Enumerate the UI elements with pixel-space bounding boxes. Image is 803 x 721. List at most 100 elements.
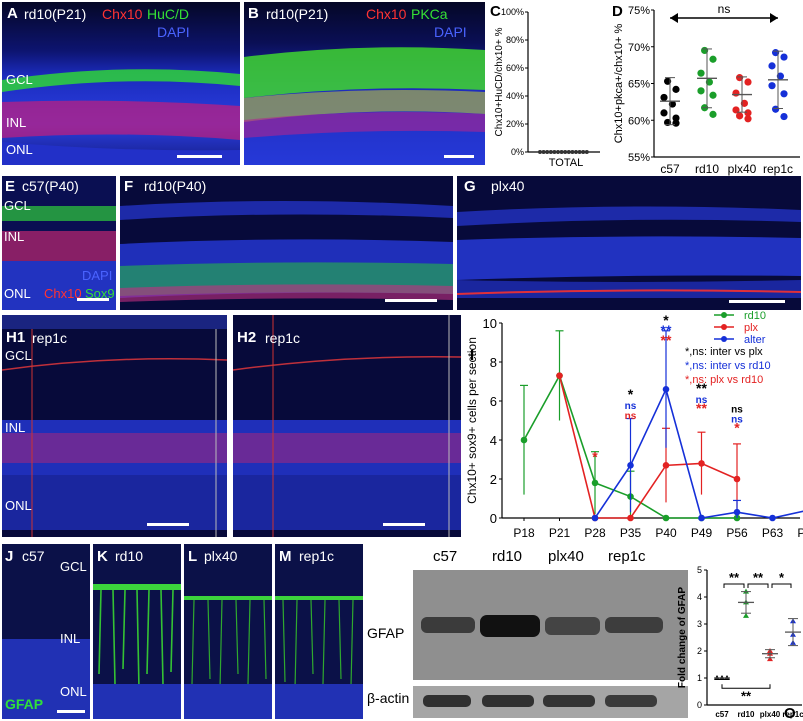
d-point-plx40 — [732, 89, 740, 97]
i-x-tick-label: P70 — [797, 526, 803, 540]
o-bracket — [771, 583, 792, 588]
c-point — [584, 150, 589, 154]
panel-b-stain-blue: DAPI — [434, 24, 467, 40]
layer-onl-e: ONL — [4, 286, 31, 301]
layer-gcl-a: GCL — [6, 72, 33, 87]
i-sig-P56: ns — [731, 405, 743, 416]
panel-h1-title: rep1c — [32, 330, 68, 346]
panel-m-title: rep1c — [299, 548, 335, 564]
i-point-alter — [662, 386, 670, 393]
i-sig-P40: ** — [661, 322, 672, 338]
d-point-rep1c — [780, 90, 788, 98]
layer-gcl-e: GCL — [4, 198, 31, 213]
layer-gcl-j: GCL — [60, 559, 87, 574]
i-legend-label: rd10 — [744, 310, 766, 322]
d-y-tick-label: 65% — [628, 79, 650, 91]
i-x-tick-label: P56 — [726, 526, 748, 540]
i-sig-P40: ** — [661, 332, 672, 348]
i-x-tick-label: P21 — [549, 526, 571, 540]
d-point-c57 — [664, 77, 672, 85]
c-y-tick-label: 80% — [506, 35, 524, 45]
c-y-label: Chx10+HuCD/chx10+ % — [494, 27, 505, 136]
o-bracket — [747, 583, 769, 588]
o-x-tick-label: c57 — [715, 710, 729, 719]
panel-c-chart: C 0% 20% 40% 60% 80% 100% Chx10+HuCD/chx10+ % TO… — [490, 3, 600, 169]
d-point-plx40 — [736, 112, 744, 120]
i-y-tick-label: 10 — [483, 316, 497, 331]
i-sig-P56: * — [734, 420, 740, 436]
i-sig-P35: ns — [625, 401, 637, 412]
i-x-tick-label: P28 — [584, 526, 606, 540]
c-point — [581, 150, 586, 154]
o-point-rd10 — [743, 612, 749, 618]
d-point-rep1c — [772, 105, 780, 113]
i-sig-P49: ** — [696, 380, 707, 396]
layer-inl-h1: INL — [5, 420, 26, 435]
o-point-plx40 — [767, 656, 773, 662]
d-ns-label: ns — [718, 2, 731, 16]
d-point-rd10 — [697, 69, 705, 77]
i-point-alter — [591, 514, 599, 522]
i-sig-P28: * — [592, 448, 598, 464]
o-y-label: Fold change of GFAP — [677, 587, 688, 688]
lane-rep1c: rep1c — [608, 548, 646, 565]
i-x-tick-label: P40 — [655, 526, 677, 540]
d-y-tick-label: 70% — [628, 42, 650, 54]
i-point-alter — [627, 462, 634, 469]
panel-a-stain-green: HuC/D — [147, 6, 190, 22]
panel-e-image: E c57(P40) GCL INL ONL DAPI Chx10 Sox9 — [2, 176, 116, 310]
i-x-tick-label: P18 — [513, 526, 535, 540]
panel-g-image: G plx40 — [457, 176, 801, 310]
o-bracket-label: * — [779, 570, 785, 585]
d-point-rep1c — [780, 112, 788, 121]
d-point-rd10 — [709, 55, 717, 63]
d-point-rep1c — [776, 72, 784, 80]
d-point-rep1c — [768, 62, 776, 70]
i-y-tick-label: 0 — [490, 511, 497, 526]
c-y-tick-label: 60% — [506, 63, 524, 73]
o-y-tick-label: 0 — [697, 700, 702, 710]
panel-f-title: rd10(P40) — [144, 178, 207, 194]
panel-i-chart: I 0 2 4 6 8 10 Chx10+ sox9+ cells per section P1… — [465, 310, 803, 540]
c-point — [552, 150, 557, 154]
o-bracket-label: ** — [753, 570, 764, 585]
d-y-tick-label: 60% — [628, 115, 650, 127]
i-legend-label: plx — [744, 322, 759, 334]
d-x-tick-label: rd10 — [695, 162, 719, 176]
panel-e-stain-green: Sox9 — [85, 286, 115, 301]
i-legend-label: alter — [744, 334, 766, 346]
i-line-plx — [558, 375, 738, 519]
d-point-plx40 — [736, 74, 744, 82]
lane-c57: c57 — [433, 548, 458, 565]
panel-j-image: J c57 GCL INL ONL GFAP — [2, 544, 90, 719]
i-point-plx — [662, 462, 670, 469]
panel-a-title: rd10(P21) — [24, 6, 87, 22]
panel-f-image: F rd10(P40) — [120, 176, 453, 310]
panel-l-title: plx40 — [204, 548, 238, 564]
d-point-rd10 — [709, 91, 717, 99]
d-point-c57 — [672, 85, 680, 93]
panel-n-blot: c57 rd10 plx40 rep1c GFAP β-actin — [365, 545, 690, 720]
c-point — [538, 150, 542, 154]
panel-d-letter: D — [612, 3, 623, 20]
panel-b-title: rd10(P21) — [266, 6, 329, 22]
o-x-tick-label: rd10 — [738, 710, 755, 719]
row-gfap: GFAP — [367, 625, 405, 641]
i-x-tick-label: P49 — [691, 526, 713, 540]
panel-j-title: c57 — [22, 548, 45, 564]
c-y-tick-label: 20% — [506, 119, 524, 129]
d-x-tick-label: rep1c — [763, 162, 793, 176]
panel-m-image: M rep1c — [275, 544, 363, 719]
o-bracket-label: ** — [729, 570, 740, 585]
d-x-tick-label: c57 — [660, 162, 680, 176]
c-point — [577, 150, 582, 154]
i-y-tick-label: 6 — [490, 394, 497, 409]
panel-l-image: L plx40 — [184, 544, 272, 719]
i-point-alter — [698, 514, 705, 522]
panel-b-stain-red: Chx10 — [366, 6, 407, 22]
d-point-rd10 — [705, 78, 713, 86]
layer-onl-a: ONL — [6, 142, 33, 157]
i-sig-P49: ns — [696, 395, 708, 406]
c-point — [545, 150, 550, 154]
c-y-tick-label: 100% — [501, 7, 524, 17]
